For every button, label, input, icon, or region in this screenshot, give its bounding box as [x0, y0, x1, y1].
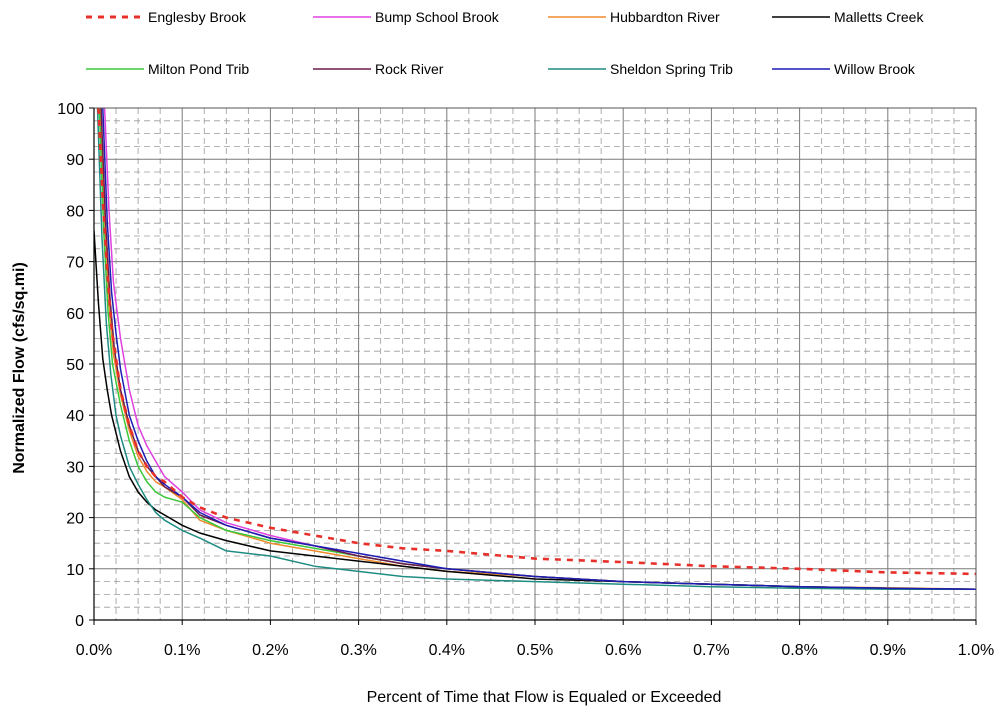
legend-label-malletts-creek: Malletts Creek	[834, 9, 924, 25]
x-tick-label: 0.8%	[781, 642, 817, 659]
legend-label-willow-brook: Willow Brook	[834, 61, 916, 77]
legend-label-bump-school-brook: Bump School Brook	[375, 9, 500, 25]
x-tick-label: 0.4%	[429, 642, 465, 659]
legend-label-sheldon-spring-trib: Sheldon Spring Trib	[610, 61, 733, 77]
x-tick-label: 0.2%	[252, 642, 288, 659]
x-tick-label: 0.0%	[76, 642, 112, 659]
legend-label-englesby-brook: Englesby Brook	[148, 9, 247, 25]
y-tick-label: 40	[66, 408, 84, 425]
series-line-willow-brook	[102, 108, 976, 591]
x-tick-label: 0.5%	[517, 642, 553, 659]
series-line-sheldon-spring-trib	[96, 108, 976, 591]
y-tick-label: 20	[66, 511, 84, 528]
series-lines	[94, 108, 976, 591]
x-tick-label: 1.0%	[958, 642, 994, 659]
legend: Englesby Brook Bump School Brook Hubbardto…	[86, 9, 924, 77]
y-tick-label: 90	[66, 152, 84, 169]
y-tick-label: 70	[66, 255, 84, 272]
grid	[93, 107, 977, 621]
x-tick-label: 0.7%	[693, 642, 729, 659]
y-axis-title: Normalized Flow (cfs/sq.mi)	[11, 262, 28, 474]
legend-label-rock-river: Rock River	[375, 61, 444, 77]
x-tick-label: 0.6%	[605, 642, 641, 659]
x-tick-label: 0.1%	[164, 642, 200, 659]
y-tick-label: 80	[66, 203, 84, 220]
x-tick-label: 0.9%	[870, 642, 906, 659]
legend-label-milton-pond-trib: Milton Pond Trib	[148, 61, 249, 77]
y-tick-label: 100	[57, 101, 84, 118]
x-axis-title: Percent of Time that Flow is Equaled or …	[367, 689, 722, 706]
y-tick-label: 50	[66, 357, 84, 374]
axes: 0 10 20 30 40 50 60 70 80 90 100 0.0% 0.1% 0.2% 0.3% 0.…	[57, 101, 994, 659]
y-tick-label: 10	[66, 562, 84, 579]
x-tick-label: 0.3%	[340, 642, 376, 659]
y-tick-label: 0	[75, 613, 84, 630]
y-tick-label: 60	[66, 306, 84, 323]
y-tick-label: 30	[66, 459, 84, 476]
legend-label-hubbardton-river: Hubbardton River	[610, 9, 720, 25]
series-line-englesby-brook	[97, 108, 976, 576]
